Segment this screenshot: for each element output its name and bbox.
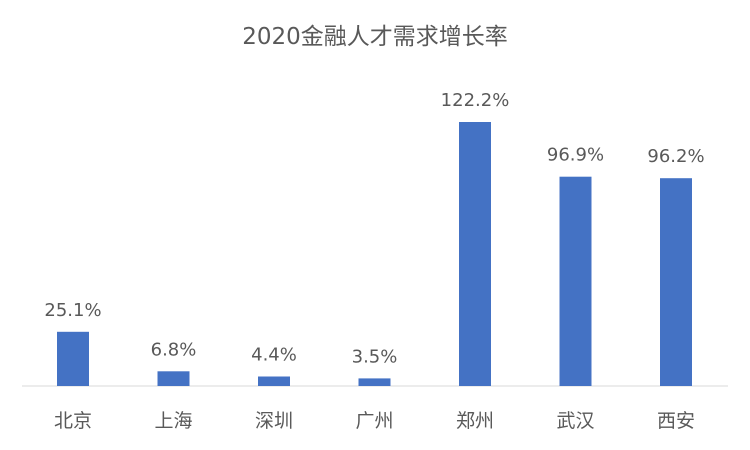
data-label: 25.1% (44, 300, 101, 321)
bar (660, 178, 692, 386)
data-label: 3.5% (352, 346, 398, 367)
data-label: 6.8% (151, 339, 197, 360)
data-label: 96.2% (647, 146, 704, 167)
data-labels-layer: 25.1% 6.8% 4.4% 3.5% 122.2% 96.9% 96.2% (44, 90, 704, 367)
chart-title: 2020金融人才需求增长率 (242, 24, 508, 50)
bar (358, 378, 391, 386)
bars-layer (57, 122, 692, 386)
data-label: 122.2% (441, 90, 510, 111)
x-tick-label: 上海 (154, 410, 192, 432)
data-label: 96.9% (547, 145, 604, 166)
x-tick-label: 广州 (355, 410, 393, 432)
data-label: 4.4% (251, 345, 297, 366)
bar (258, 376, 290, 386)
bar (459, 122, 491, 386)
bar (57, 331, 89, 386)
bar (559, 176, 592, 386)
x-tick-label: 西安 (657, 410, 695, 432)
x-tick-labels-layer: 北京 上海 深圳 广州 郑州 武汉 西安 (54, 410, 695, 432)
x-tick-label: 深圳 (255, 410, 293, 432)
bar (157, 371, 190, 386)
x-tick-label: 武汉 (556, 410, 594, 432)
x-tick-label: 郑州 (456, 410, 494, 432)
x-tick-label: 北京 (54, 410, 92, 432)
